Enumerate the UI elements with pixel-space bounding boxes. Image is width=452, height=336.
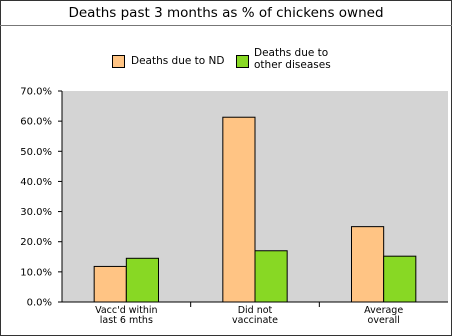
- bar-nd: [93, 265, 127, 303]
- x-tick-label: last 6 mths: [100, 315, 153, 326]
- x-tick-label: Did not: [238, 305, 273, 316]
- y-tick-label: 70.0%: [20, 87, 52, 98]
- x-tick-label: overall: [368, 315, 400, 326]
- legend-label-nd: Deaths due to ND: [131, 55, 225, 67]
- chart-title: Deaths past 3 months as % of chickens ow…: [68, 5, 384, 21]
- y-tick-label: 20.0%: [20, 237, 52, 248]
- legend-swatch-nd: [112, 55, 125, 68]
- x-tick-label: vaccinate: [232, 315, 278, 326]
- legend-swatch-other: [236, 55, 249, 68]
- legend-label-other-line2: other diseases: [254, 59, 331, 71]
- bar-other: [383, 255, 417, 303]
- bar-other: [254, 250, 288, 303]
- bar-nd: [351, 226, 385, 303]
- y-tick-label: 40.0%: [20, 177, 52, 188]
- y-tick-label: 60.0%: [20, 117, 52, 128]
- title-divider: [0, 25, 452, 26]
- x-tick-label: Vacc'd within: [95, 305, 158, 316]
- x-tick-label: Average: [364, 305, 403, 316]
- y-tick-label: 10.0%: [20, 267, 52, 278]
- bar-other: [125, 257, 160, 303]
- bar-nd: [222, 116, 256, 303]
- y-tick-label: 0.0%: [27, 298, 52, 309]
- y-tick-label: 30.0%: [20, 207, 52, 218]
- legend-label-other-line1: Deaths due to: [254, 47, 329, 59]
- y-tick-label: 50.0%: [20, 147, 52, 158]
